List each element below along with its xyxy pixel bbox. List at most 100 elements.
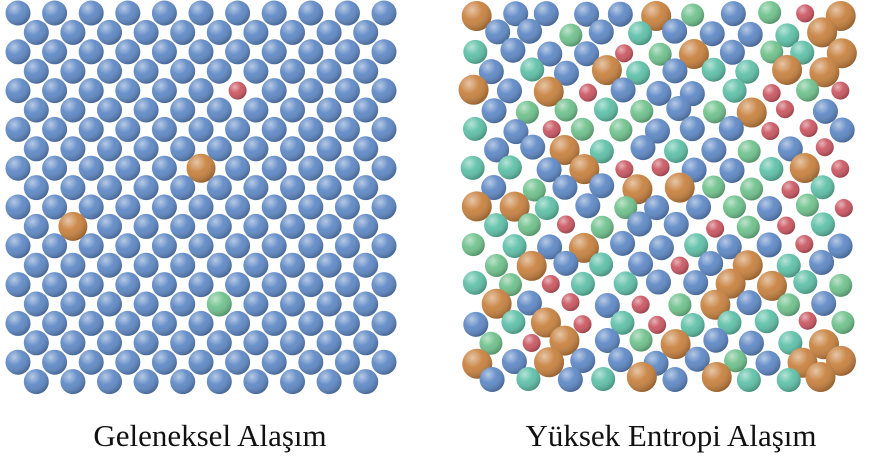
host-atom [206, 252, 232, 278]
host-atom [371, 0, 397, 26]
alloy-atom [461, 233, 485, 257]
host-atom [115, 39, 141, 65]
alloy-atom [497, 155, 522, 180]
host-atom [170, 19, 196, 45]
host-atom [97, 136, 122, 162]
host-atom [170, 136, 196, 162]
host-atom [188, 39, 214, 65]
alloy-atom [498, 273, 522, 297]
host-atom [316, 213, 342, 239]
host-atom [151, 39, 177, 65]
host-atom [133, 291, 159, 317]
alloy-atom [610, 77, 636, 103]
alloy-atom [777, 216, 796, 235]
host-atom [206, 19, 232, 45]
host-atom [42, 233, 68, 259]
alloy-atom [756, 196, 782, 222]
host-atom [316, 330, 342, 356]
host-atom [5, 272, 31, 298]
alloy-atom [706, 219, 725, 238]
host-atom [97, 252, 122, 278]
host-atom [115, 116, 141, 142]
host-atom [5, 349, 31, 375]
host-atom [225, 155, 251, 181]
host-atom [133, 19, 159, 45]
host-atom [261, 116, 287, 142]
host-atom [280, 97, 305, 123]
host-atom [60, 97, 86, 123]
host-atom [334, 233, 360, 259]
alloy-atom [699, 21, 725, 47]
alloy-atom [735, 59, 760, 84]
alloy-atom [481, 288, 512, 319]
alloy-atom [589, 173, 615, 199]
alloy-atom [736, 290, 762, 316]
alloy-atom [754, 309, 779, 334]
host-atom [115, 272, 141, 298]
alloy-atom [481, 175, 507, 201]
host-atom [298, 155, 324, 181]
host-atom [280, 58, 305, 84]
host-atom [243, 175, 269, 201]
host-atom [225, 233, 251, 259]
alloy-atom [645, 269, 671, 295]
alloy-atom [718, 115, 744, 141]
alloy-atom [522, 333, 541, 352]
alloy-atom [722, 195, 746, 219]
host-atom [316, 291, 342, 317]
alloy-atom [805, 362, 836, 392]
alloy-atom [501, 310, 526, 335]
host-atom [170, 97, 196, 123]
host-atom [5, 310, 31, 336]
host-atom [151, 0, 177, 26]
alloy-atom [736, 97, 767, 128]
host-atom [42, 272, 68, 298]
alloy-atom [722, 78, 747, 103]
alloy-atom [553, 60, 579, 86]
alloy-atom [720, 1, 746, 27]
alloy-atom [662, 58, 688, 84]
host-atom [133, 175, 159, 201]
alloy-atom [756, 232, 782, 258]
host-atom [5, 39, 31, 65]
alloy-atom [484, 213, 509, 238]
host-atom [42, 78, 68, 104]
alloy-atom [678, 39, 709, 70]
alloy-atom [798, 311, 817, 330]
alloy-atom [503, 1, 529, 27]
host-atom [316, 97, 342, 123]
host-atom [23, 291, 49, 317]
host-atom [23, 369, 49, 395]
alloy-atom [715, 268, 746, 299]
alloy-atom [520, 134, 546, 160]
host-atom [42, 155, 68, 181]
host-atom [206, 330, 232, 356]
alloy-atom [778, 330, 803, 355]
alloy-atom [574, 1, 600, 27]
host-atom [225, 194, 251, 220]
host-atom [133, 369, 159, 395]
alloy-atom [499, 191, 530, 222]
solute-atom [206, 291, 232, 317]
alloy-atom [533, 76, 564, 107]
alloy-atom [615, 44, 634, 63]
host-atom [97, 97, 122, 123]
alloy-atom [648, 315, 667, 334]
host-atom [5, 116, 31, 142]
host-atom [316, 252, 342, 278]
alloy-atom [463, 311, 489, 337]
alloy-atom [679, 116, 705, 142]
host-atom [243, 213, 269, 239]
host-atom [371, 39, 397, 65]
host-atom [115, 155, 141, 181]
alloy-atom [573, 315, 592, 334]
host-atom [206, 136, 232, 162]
alloy-atom [759, 157, 784, 182]
alloy-atom [575, 193, 601, 219]
host-atom [353, 97, 379, 123]
host-atom [243, 58, 269, 84]
alloy-atom [796, 4, 815, 23]
alloy-atom [644, 195, 670, 221]
alloy-atom [536, 157, 562, 183]
host-atom [261, 349, 287, 375]
